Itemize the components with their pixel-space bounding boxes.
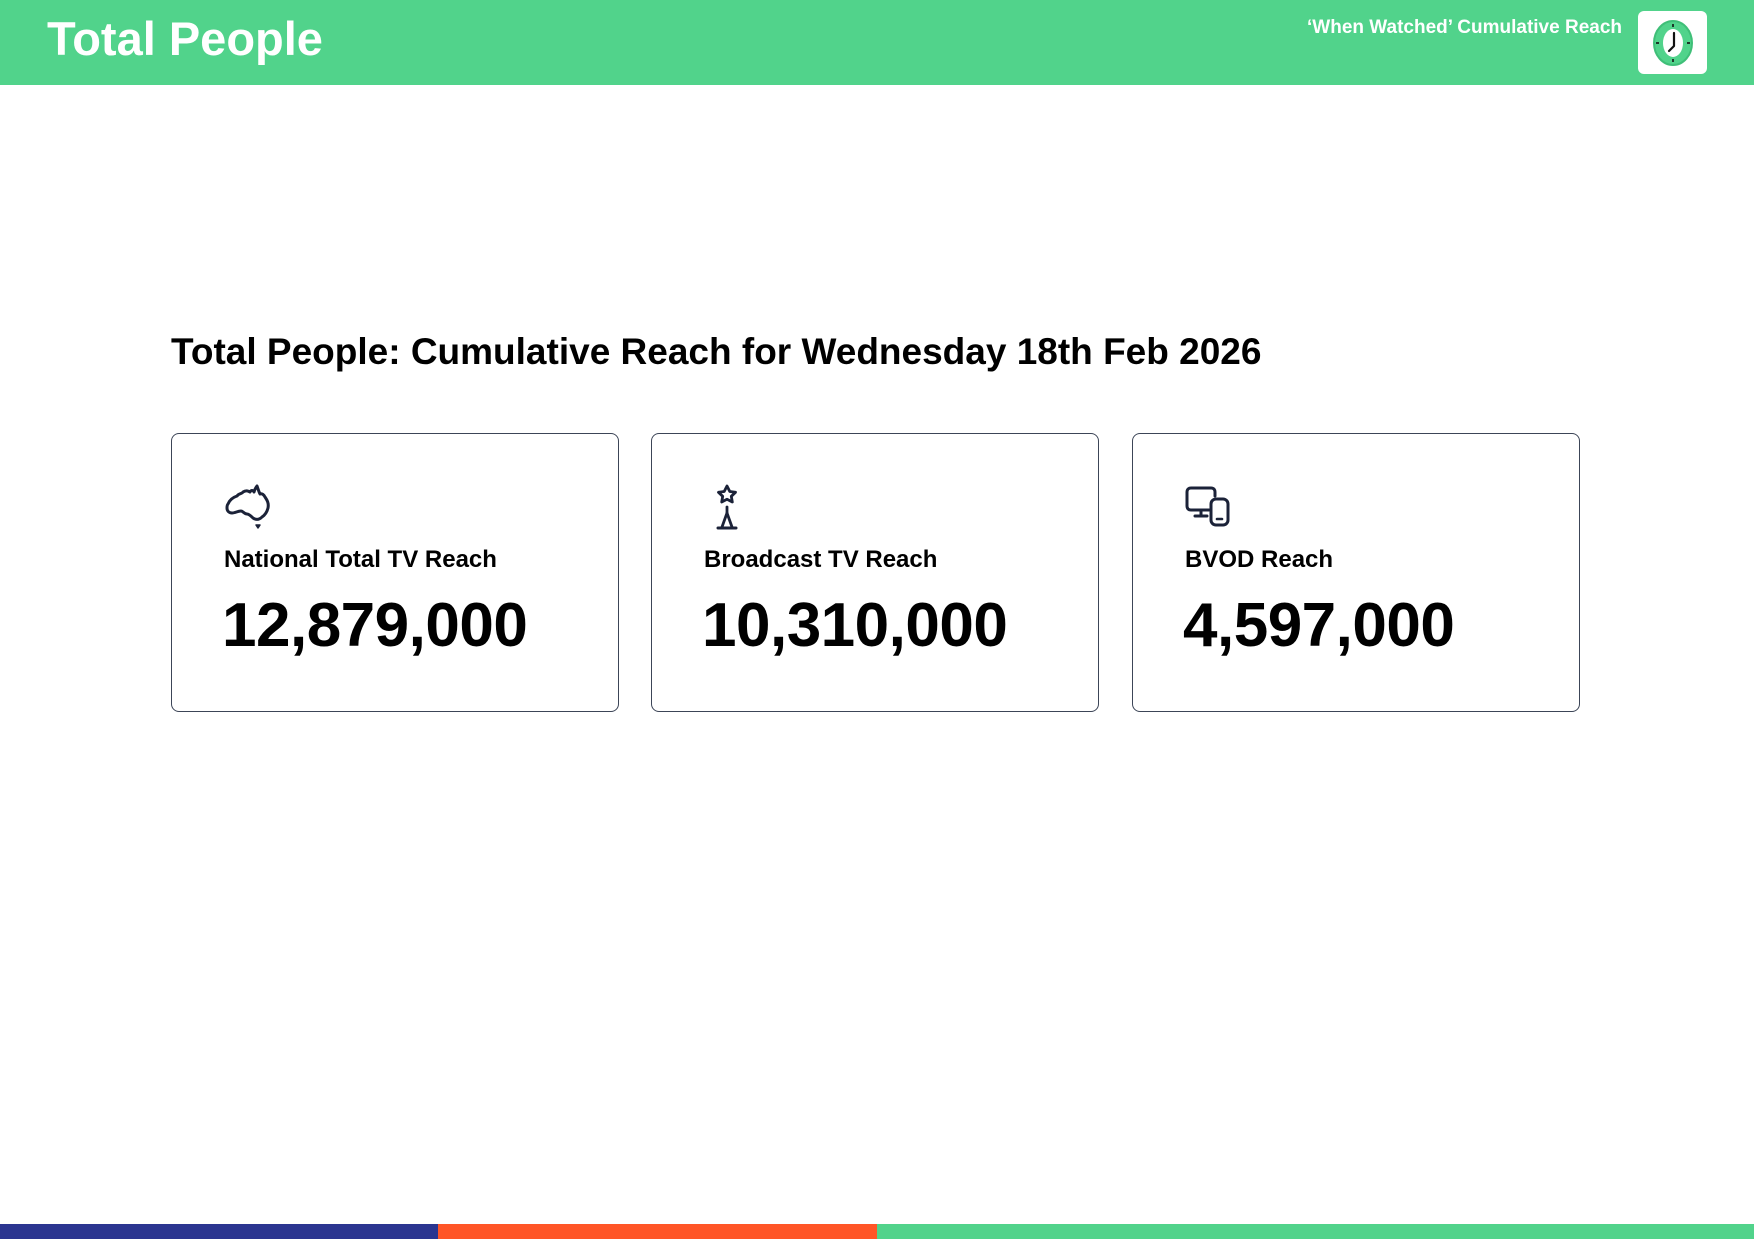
card-value: 10,310,000 — [702, 591, 1008, 660]
card-value: 12,879,000 — [222, 591, 528, 660]
card-label: BVOD Reach — [1185, 546, 1334, 573]
header-subtitle: ‘When Watched’ Cumulative Reach — [1307, 17, 1622, 38]
card-broadcast-tv-reach: Broadcast TV Reach 10,310,000 — [651, 433, 1099, 712]
devices-icon — [1183, 484, 1233, 532]
australia-map-icon — [222, 484, 272, 532]
clock-icon — [1652, 19, 1693, 66]
card-label: National Total TV Reach — [224, 546, 497, 573]
clock-badge — [1638, 11, 1707, 74]
card-label: Broadcast TV Reach — [704, 546, 938, 573]
header-bar: Total People ‘When Watched’ Cumulative R… — [0, 0, 1754, 85]
card-bvod-reach: BVOD Reach 4,597,000 — [1132, 433, 1580, 712]
footer-bar-navy — [0, 1224, 438, 1239]
page-title: Total People: Cumulative Reach for Wedne… — [171, 331, 1262, 372]
card-national-total-tv-reach: National Total TV Reach 12,879,000 — [171, 433, 619, 712]
broadcast-tower-icon — [702, 484, 752, 532]
footer-bar-green — [877, 1224, 1754, 1239]
footer-color-bar — [0, 1224, 1754, 1239]
footer-bar-orange — [438, 1224, 877, 1239]
card-value: 4,597,000 — [1183, 591, 1455, 660]
header-title: Total People — [47, 12, 323, 65]
